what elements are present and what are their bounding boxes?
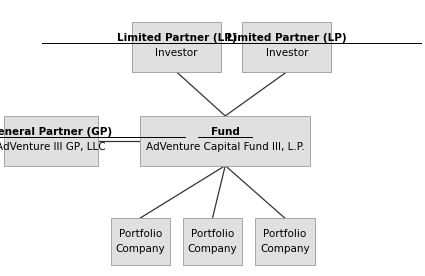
Text: Limited Partner (LP): Limited Partner (LP): [227, 33, 347, 43]
FancyBboxPatch shape: [110, 218, 170, 265]
Text: Company: Company: [188, 244, 237, 254]
Text: Portfolio: Portfolio: [263, 229, 306, 239]
FancyBboxPatch shape: [255, 218, 314, 265]
Text: Investor: Investor: [155, 48, 198, 58]
Text: Fund: Fund: [211, 127, 240, 137]
FancyBboxPatch shape: [242, 22, 332, 72]
FancyBboxPatch shape: [4, 116, 98, 166]
Text: Company: Company: [116, 244, 165, 254]
FancyBboxPatch shape: [140, 116, 310, 166]
FancyBboxPatch shape: [132, 22, 221, 72]
Text: Portfolio: Portfolio: [119, 229, 162, 239]
Text: AdVenture III GP, LLC: AdVenture III GP, LLC: [0, 142, 106, 152]
Text: Portfolio: Portfolio: [191, 229, 234, 239]
Text: Company: Company: [260, 244, 309, 254]
Text: Investor: Investor: [266, 48, 308, 58]
FancyBboxPatch shape: [183, 218, 242, 265]
Text: General Partner (GP): General Partner (GP): [0, 127, 113, 137]
Text: Limited Partner (LP): Limited Partner (LP): [116, 33, 236, 43]
Text: AdVenture Capital Fund III, L.P.: AdVenture Capital Fund III, L.P.: [146, 142, 305, 152]
